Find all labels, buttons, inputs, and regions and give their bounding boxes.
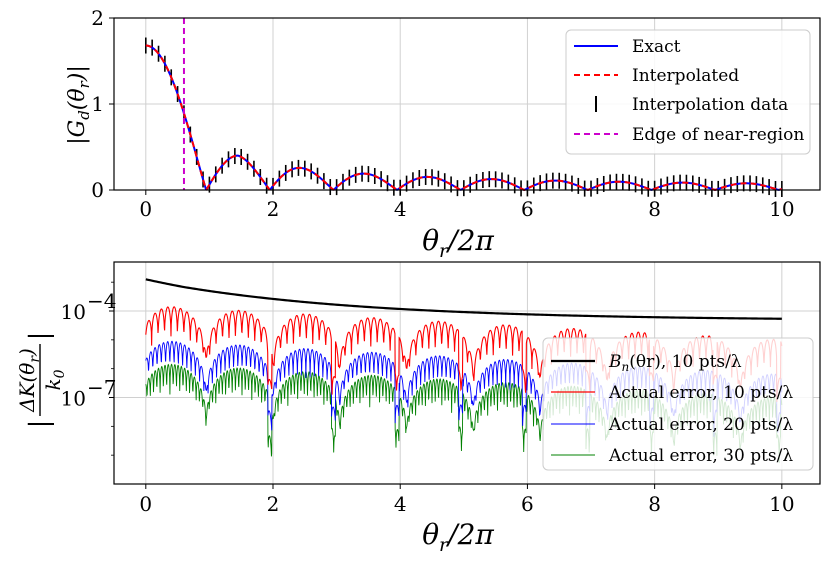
- top-y-axis-label: |Gd(θr)|: [65, 65, 93, 145]
- bottom-x-tick-label: 10: [769, 492, 794, 516]
- top-y-tick-label: 0: [91, 178, 104, 202]
- svg-text:|: |: [25, 332, 55, 341]
- bottom-axes-frame: [113, 261, 821, 485]
- bottom-x-tick-label: 0: [139, 492, 152, 516]
- top-plot-area: [145, 18, 783, 198]
- bottom-y-tick-exponent: −4: [87, 289, 116, 313]
- top-legend: Exact Interpolated Interpolation data Ed…: [565, 29, 811, 155]
- legend-edge-label: Edge of near-region: [632, 125, 804, 145]
- legend-err30-label: Actual error, 30 pts/λ: [608, 446, 793, 466]
- bottom-x-tick-label: 8: [648, 492, 661, 516]
- bottom-y-tick-label: 10: [61, 300, 86, 324]
- legend-err10-label: Actual error, 10 pts/λ: [608, 383, 793, 403]
- top-x-axis-label: θr/2π: [422, 224, 494, 262]
- top-x-tick-label: 4: [394, 197, 407, 221]
- legend-bound-label: Bn(θr), 10 pts/λ: [608, 352, 742, 374]
- top-y-tick-label: 1: [91, 92, 104, 116]
- top-x-tick-label: 0: [139, 197, 152, 221]
- bottom-x-axis-label: θr/2π: [422, 518, 494, 556]
- bottom-y-tick-exponent: −7: [87, 376, 116, 400]
- bottom-x-tick-label: 6: [521, 492, 534, 516]
- top-x-tick-label: 8: [648, 197, 661, 221]
- bottom-legend: Bn(θr), 10 pts/λ Actual error, 10 pts/λ …: [542, 337, 814, 471]
- error-bound-line: [145, 278, 782, 320]
- top-x-tick-label: 10: [769, 197, 794, 221]
- legend-data-label: Interpolation data: [632, 95, 788, 115]
- svg-text:|: |: [25, 420, 55, 429]
- top-x-tick-label: 2: [267, 197, 280, 221]
- bottom-x-tick-label: 4: [394, 492, 407, 516]
- interpolated-line: [145, 44, 783, 191]
- top-y-tick-label: 2: [91, 6, 104, 30]
- svg-text:k0: k0: [41, 369, 68, 390]
- bottom-y-axis-label: | ΔK(θr) k0 |: [15, 332, 68, 429]
- legend-err20-label: Actual error, 20 pts/λ: [608, 415, 793, 435]
- legend-interpolated-label: Interpolated: [632, 66, 739, 86]
- svg-text:ΔK(θr): ΔK(θr): [15, 348, 43, 413]
- top-x-tick-label: 6: [521, 197, 534, 221]
- top-ticks: 0 2 4 6 8 10 0 1 2: [91, 6, 794, 221]
- bottom-x-tick-label: 2: [267, 492, 280, 516]
- bottom-y-tick-label: 10: [61, 387, 86, 411]
- legend-exact-label: Exact: [632, 37, 681, 57]
